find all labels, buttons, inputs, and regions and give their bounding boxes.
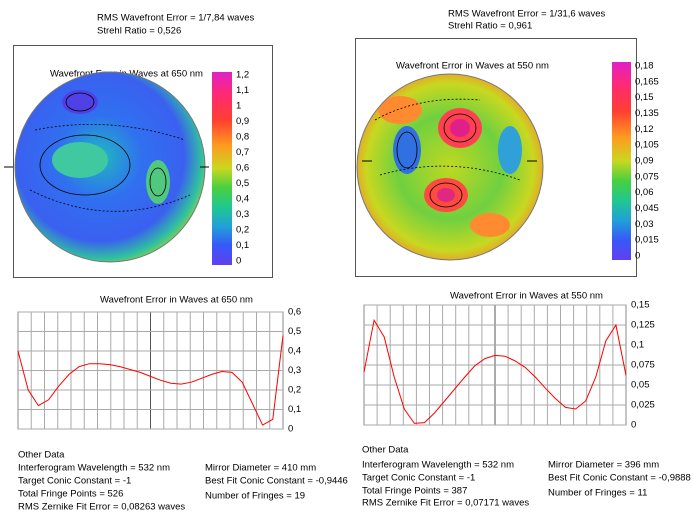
colorbar-label: 0,8 [236, 132, 249, 143]
colorbar-label: 0,135 [635, 108, 659, 119]
chart-title: Wavefront Error in Waves at 550 nm [450, 291, 603, 302]
section-title: Other Data [18, 450, 65, 461]
y-tick-label: 0,2 [288, 385, 301, 396]
rms-error: RMS Wavefront Error = 1/7,84 waves [97, 13, 254, 24]
colorbar-label: 0,6 [236, 163, 249, 174]
colorbar-label: 0,075 [635, 171, 659, 182]
y-tick-label: 0,05 [631, 380, 650, 391]
colorbar-label: 0,12 [635, 124, 654, 135]
info: Best Fit Conic Constant = -0,9888 [548, 473, 691, 484]
y-tick-label: 0 [288, 424, 293, 435]
y-tick-label: 0,15 [631, 300, 650, 311]
y-tick-label: 0 [631, 420, 636, 431]
colorbar-label: 0,15 [635, 92, 654, 103]
strehl-ratio: Strehl Ratio = 0,961 [448, 21, 532, 32]
profile-line [363, 318, 627, 424]
y-tick-label: 0,125 [631, 320, 655, 331]
y-tick-label: 0,3 [288, 365, 301, 376]
wavefront-map [357, 74, 543, 260]
colorbar-label: 0 [635, 251, 640, 262]
colorbar-label: 0,015 [635, 235, 659, 246]
colorbar-label: 0,9 [236, 116, 249, 127]
colorbar-label: 0,105 [635, 140, 659, 151]
colorbar-label: 0,03 [635, 219, 654, 230]
colorbar-label: 0,5 [236, 178, 249, 189]
y-tick-label: 0,6 [288, 307, 301, 318]
colorbar-label: 0,045 [635, 203, 659, 214]
info: Number of Fringes = 11 [548, 488, 647, 499]
profile-line [17, 335, 284, 426]
colorbar-label: 0,06 [635, 187, 654, 198]
map-outline [356, 73, 544, 261]
rms-error: RMS Wavefront Error = 1/31,6 waves [448, 9, 605, 20]
map-title: Wavefront Error in Waves at 550 nm [396, 61, 549, 72]
info: RMS Zernike Fit Error = 0,07171 waves [362, 498, 529, 509]
colorbar-label: 1,1 [236, 85, 249, 96]
colorbar-label: 0,7 [236, 147, 249, 158]
colorbar-label: 0,4 [236, 194, 249, 205]
y-tick-label: 0,025 [631, 400, 655, 411]
wavefront-map [15, 72, 205, 262]
info: Interferogram Wavelength = 532 nm [362, 460, 514, 471]
y-tick-label: 0,4 [288, 346, 301, 357]
info: Total Fringe Points = 387 [362, 486, 467, 497]
colorbar-label: 0,09 [635, 156, 654, 167]
section-title: Other Data [362, 445, 409, 456]
info: Total Fringe Points = 526 [18, 489, 123, 500]
y-tick-label: 0,1 [288, 404, 301, 415]
colorbar-label: 0 [236, 256, 241, 267]
colorbar [612, 62, 631, 260]
info: Mirror Diameter = 396 mm [548, 460, 659, 471]
info: Mirror Diameter = 410 mm [205, 463, 316, 474]
info: Target Conic Constant = -1 [18, 476, 131, 487]
y-tick-label: 0,075 [631, 360, 655, 371]
info: Interferogram Wavelength = 532 nm [18, 463, 170, 474]
info: Number of Fringes = 19 [205, 491, 305, 502]
info: RMS Zernike Fit Error = 0,08263 waves [18, 502, 185, 513]
strehl-ratio: Strehl Ratio = 0,526 [97, 26, 181, 37]
colorbar-label: 0,165 [635, 76, 659, 87]
colorbar-label: 0,3 [236, 209, 249, 220]
colorbar [212, 72, 232, 265]
y-tick-label: 0,1 [631, 340, 644, 351]
colorbar-label: 0,2 [236, 225, 249, 236]
colorbar-label: 0,1 [236, 240, 249, 251]
y-tick-label: 0,5 [288, 326, 301, 337]
colorbar-label: 1 [236, 101, 241, 112]
chart-title: Wavefront Error in Waves at 650 nm [100, 295, 253, 306]
colorbar-label: 1,2 [236, 70, 249, 81]
info: Target Conic Constant = -1 [362, 473, 475, 484]
info: Best Fit Conic Constant = -0,9446 [205, 476, 348, 487]
colorbar-label: 0,18 [635, 61, 654, 72]
